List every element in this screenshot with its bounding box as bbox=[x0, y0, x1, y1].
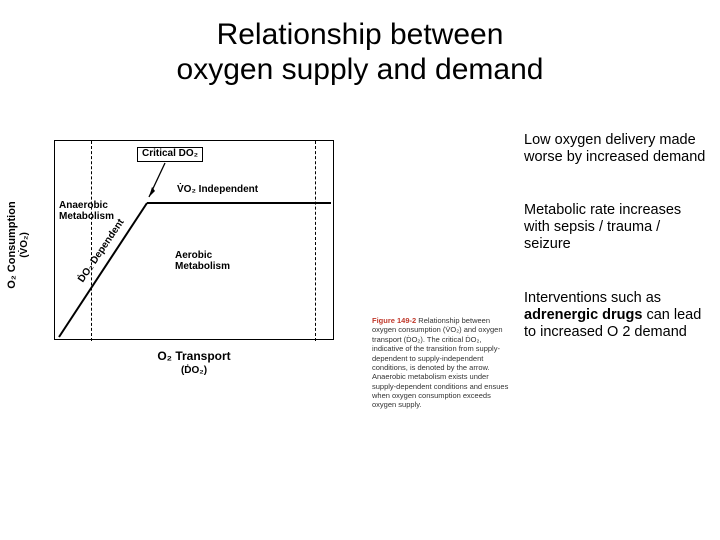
slide-title: Relationship between oxygen supply and d… bbox=[0, 0, 720, 87]
bullet-1: Low oxygen delivery made worse by increa… bbox=[524, 132, 706, 166]
bullet-2: Metabolic rate increases with sepsis / t… bbox=[524, 202, 706, 253]
bullet-3-bold: adrenergic drugs bbox=[524, 307, 642, 323]
figure-number: Figure 149-2 bbox=[372, 316, 416, 325]
chart-lines-svg bbox=[55, 141, 335, 341]
y-axis-label-wrap: O₂ Consumption (V̇O₂) bbox=[6, 163, 26, 313]
y-axis-label: O₂ Consumption (V̇O₂) bbox=[6, 175, 30, 315]
anaerobic-text: Anaerobic Metabolism bbox=[59, 200, 114, 222]
title-line-2: oxygen supply and demand bbox=[177, 53, 544, 86]
aerobic-label: Aerobic Metabolism bbox=[175, 251, 245, 272]
y-axis-sub: (V̇O₂) bbox=[19, 232, 30, 258]
vo2-independent-label: V̇O₂ Independent bbox=[177, 185, 258, 196]
figure-caption: Figure 149-2 Relationship between oxygen… bbox=[372, 316, 512, 410]
chart-figure: O₂ Consumption (V̇O₂) Critical DO₂ V̇O₂ … bbox=[34, 128, 354, 388]
y-axis-text: O₂ Consumption bbox=[6, 201, 18, 288]
x-axis-text: O₂ Transport bbox=[157, 349, 230, 363]
bullet-column: Low oxygen delivery made worse by increa… bbox=[524, 132, 706, 377]
bullet-3: Interventions such as adrenergic drugs c… bbox=[524, 290, 706, 341]
anaerobic-label: Anaerobic Metabolism bbox=[59, 201, 117, 222]
plot-box: Critical DO₂ V̇O₂ Independent Anaerobic … bbox=[54, 140, 334, 340]
x-axis-sub: (ḊO₂) bbox=[181, 365, 207, 376]
aerobic-text: Aerobic Metabolism bbox=[175, 250, 230, 272]
bullet-3-pre: Interventions such as bbox=[524, 290, 661, 306]
figure-caption-text: Relationship between oxygen consumption … bbox=[372, 316, 508, 409]
content-area: O₂ Consumption (V̇O₂) Critical DO₂ V̇O₂ … bbox=[0, 120, 720, 540]
title-line-1: Relationship between bbox=[217, 18, 504, 51]
x-axis-label: O₂ Transport (ḊO₂) bbox=[54, 350, 334, 376]
